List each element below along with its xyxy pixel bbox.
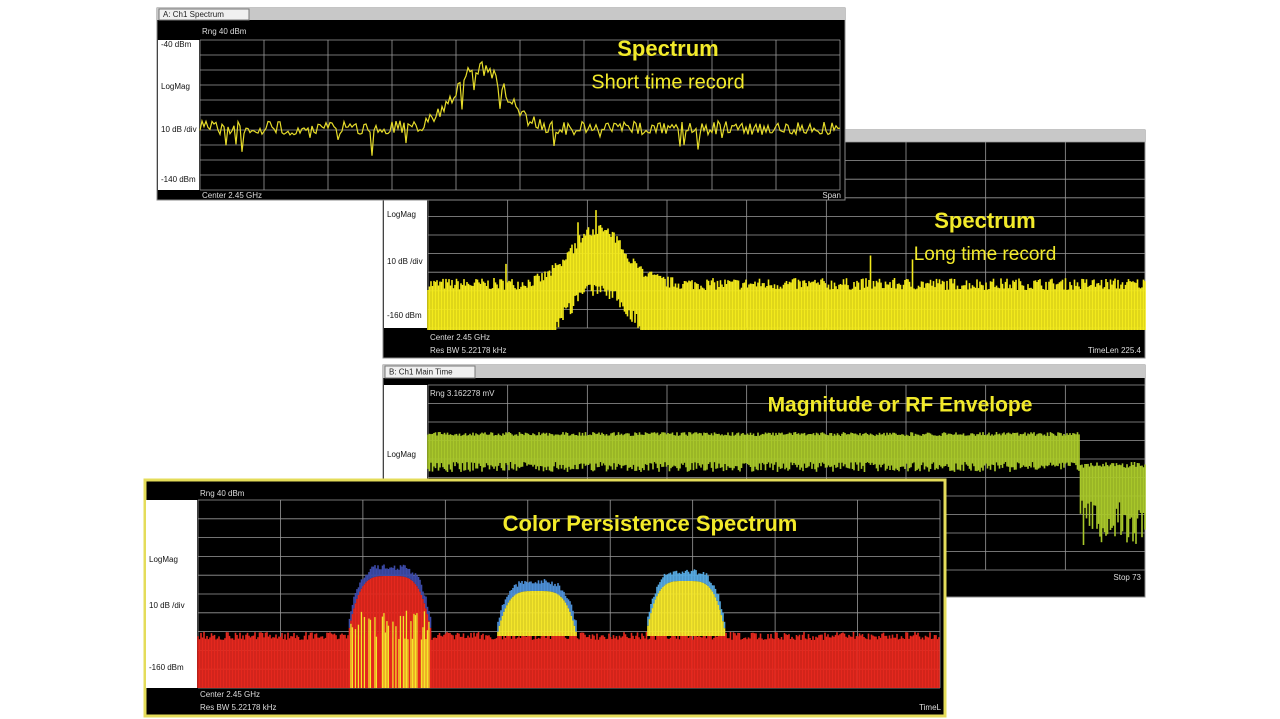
tab-label[interactable]: B: Ch1 Main Time [389,368,453,377]
footer-label: Center 2.45 GHz [202,191,262,200]
overlay-subtitle: Short time record [591,71,744,93]
axis-label: -40 dBm [161,40,192,49]
range-label: Rng 3.162278 mV [430,389,495,398]
footer-label: TimeLen 225.4 [1088,346,1142,355]
overlay-title: Magnitude or RF Envelope [768,394,1033,417]
label-column [158,40,199,190]
axis-label: LogMag [387,210,416,219]
overlay-subtitle: Long time record [914,244,1057,265]
overlay-title: Spectrum [617,36,718,61]
footer-label: Center 2.45 GHz [200,690,260,699]
axis-label: 10 dB /div [161,125,197,134]
axis-label: -140 dBm [161,175,196,184]
axis-label: LogMag [387,450,416,459]
footer-label: Res BW 5.22178 kHz [200,703,276,712]
label-column [146,500,197,688]
tab-bar [157,8,845,20]
axis-label: LogMag [161,82,190,91]
axis-label: 10 dB /div [149,601,185,610]
tab-label[interactable]: A: Ch1 Spectrum [163,10,224,19]
tab-bar [383,365,1145,378]
tab[interactable] [158,8,250,21]
range-label: Rng 40 dBm [202,27,247,36]
overlay-title: Color Persistence Spectrum [503,511,798,536]
footer-label: Center 2.45 GHz [430,333,490,342]
axis-label: 10 dB /div [387,257,423,266]
range-label: Rng 40 dBm [200,489,245,498]
analyzer-panel: A: Ch1 Spectrum Rng 40 dBm -40 dBm LogMag 10… [156,7,846,201]
analyzer-panel: Rng 40 dBm LogMag 10 dB /div -160 dBm Center… [143,478,947,718]
tab[interactable] [384,365,476,379]
footer-label: Span [822,191,841,200]
axis-label: -160 dBm [387,311,422,320]
trace [199,60,841,156]
overlay-title: Spectrum [934,208,1035,233]
footer-label: TimeL [919,703,941,712]
axis-label: LogMag [149,555,178,564]
footer-label: Stop 73 [1113,573,1141,582]
axis-label: -160 dBm [149,663,184,672]
title-bar [845,130,1145,142]
footer-label: Res BW 5.22178 kHz [430,346,506,355]
